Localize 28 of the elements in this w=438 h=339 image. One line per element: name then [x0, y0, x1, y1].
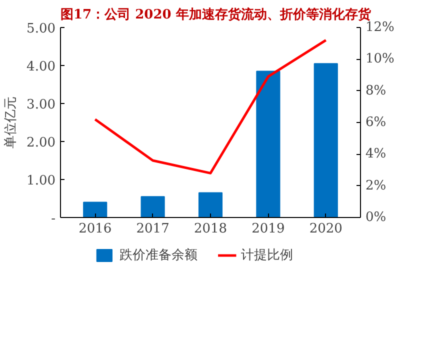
bar	[256, 70, 280, 218]
y-tick-label: -	[51, 212, 56, 226]
legend-label: 计提比例	[240, 248, 293, 263]
y2-tick-label: 6%	[366, 115, 386, 130]
y2-tick-label: 2%	[366, 178, 386, 194]
x-tick-label: 2017	[136, 222, 170, 236]
y2-tick-label: 4%	[366, 146, 386, 162]
bar	[314, 63, 338, 218]
y2-tick-label: 0%	[366, 210, 386, 225]
y2-tick-label: 10%	[366, 52, 394, 67]
y-tick-label: 5.00	[26, 22, 56, 36]
x-tick-label: 2020	[309, 222, 342, 236]
bar	[83, 202, 108, 218]
y-tick-label: 4.00	[26, 60, 56, 74]
bar	[140, 196, 165, 218]
bar	[198, 192, 223, 218]
x-tick-label: 2019	[252, 222, 285, 236]
y2-tick-label: 8%	[366, 83, 386, 98]
y-tick-label: 3.00	[26, 98, 56, 112]
y-tick-label: 1.00	[26, 174, 56, 188]
x-tick-label: 2018	[194, 222, 228, 236]
y-axis-title: 单位亿元	[4, 96, 19, 148]
y-tick-label: 2.00	[26, 136, 56, 150]
line-series	[94, 38, 328, 174]
chart-title: 图17：公司 2020 年加速存货流动、折价等消化存货	[60, 6, 372, 22]
y2-tick-label: 12%	[366, 20, 394, 35]
x-tick-label: 2016	[78, 222, 112, 236]
legend-label: 跌价准备余额	[120, 248, 198, 263]
